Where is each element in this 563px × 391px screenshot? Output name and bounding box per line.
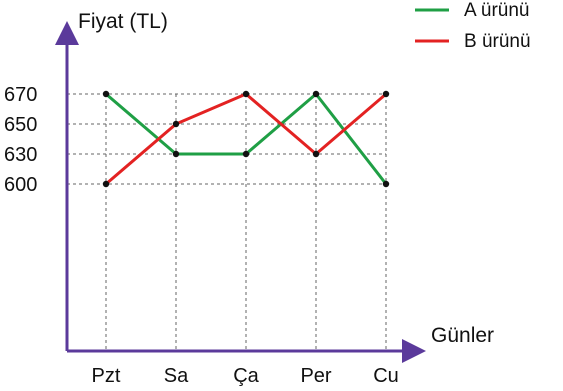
data-point	[102, 180, 110, 188]
y-tick-label: 670	[4, 84, 37, 106]
legend-label-a: A ürünü	[464, 0, 530, 21]
y-tick-label: 630	[4, 144, 37, 166]
data-point	[242, 150, 250, 158]
grid-layer	[67, 93, 387, 351]
point-layer	[102, 90, 390, 188]
legend: A ürünü B ürünü	[415, 0, 531, 52]
y-tick-label: 600	[4, 174, 37, 196]
x-tick-label: Pzt	[92, 365, 121, 387]
x-tick-label: Per	[300, 365, 331, 387]
data-point	[102, 90, 110, 98]
x-tick-label: Sa	[164, 365, 189, 387]
data-point	[242, 90, 250, 98]
data-point	[382, 180, 390, 188]
data-point	[382, 90, 390, 98]
y-tick-label: 650	[4, 114, 37, 136]
data-point	[172, 120, 180, 128]
legend-label-b: B ürünü	[464, 31, 531, 52]
x-axis-title: Günler	[431, 324, 494, 347]
label-layer: Fiyat (TL) Günler 670 650 630 600 Pzt Sa Ça Per…	[4, 10, 494, 387]
axis-layer	[55, 21, 426, 363]
data-point	[172, 150, 180, 158]
x-tick-label: Ça	[233, 365, 259, 387]
data-point	[312, 90, 320, 98]
y-axis-title: Fiyat (TL)	[78, 10, 168, 33]
x-tick-label: Cu	[373, 365, 399, 387]
data-point	[312, 150, 320, 158]
